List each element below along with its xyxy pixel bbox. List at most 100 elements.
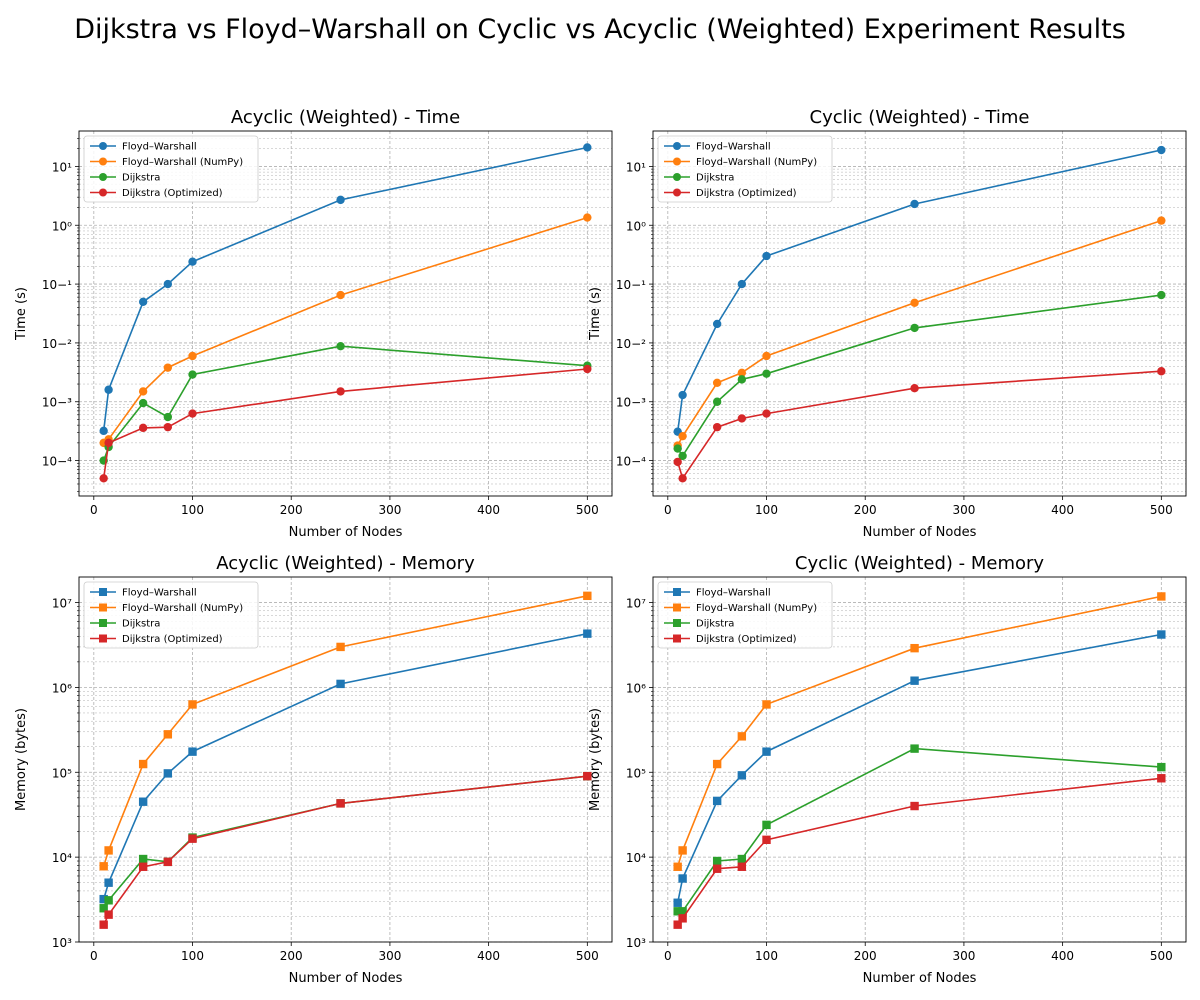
data-point-dijkstra-optimized [737,862,747,871]
legend-label-dijkstra: Dijkstra [122,619,160,630]
y-tick-label: 10⁵ [626,766,646,780]
legend-label-dijkstra-optimized: Dijkstra (Optimized) [122,634,223,645]
legend-box [657,135,833,203]
data-point-floyd-warshall-numpy [910,643,919,653]
chart-title: Acyclic (Weighted) - Memory [216,553,475,574]
x-tick-label: 100 [181,949,204,963]
data-point-floyd-warshall-numpy [583,591,592,601]
y-tick-label: 10⁶ [626,681,646,695]
x-tick-label: 400 [1051,503,1074,517]
legend-marker-floyd-warshall-numpy [99,157,107,166]
legend-marker-floyd-warshall [99,142,107,150]
data-point-dijkstra-optimized [336,387,345,396]
series-line-floyd-warshall-numpy [676,219,1162,446]
y-axis-label: Memory (bytes) [14,708,29,811]
x-tick-label: 500 [1150,503,1173,517]
legend-label-floyd-warshall: Floyd–Warshall [122,142,197,153]
series-line-dijkstra [677,747,1162,913]
minor-grid [77,138,612,492]
series-line-dijkstra-optimized [102,368,588,479]
y-tick-label: 10⁷ [626,597,646,611]
y-tick-label: 10⁵ [52,766,72,780]
y-tick-label: 10⁶ [52,681,72,695]
legend-label-floyd-warshall-numpy: Floyd–Warshall (NumPy) [696,603,817,614]
legend-box [657,581,833,649]
y-tick-label: 10⁰ [52,219,72,233]
x-tick-label: 100 [755,503,778,517]
y-tick-label: 10−⁴ [616,455,646,469]
data-point-floyd-warshall [678,390,687,400]
data-point-dijkstra-optimized [336,799,345,808]
data-point-floyd-warshall [188,747,197,756]
plot-frame [78,576,613,943]
data-point-dijkstra-optimized [1157,774,1166,783]
data-point-dijkstra [673,907,682,916]
data-point-floyd-warshall-numpy [104,846,113,855]
series-line-floyd-warshall [676,633,1162,903]
data-point-dijkstra-optimized [737,414,747,423]
data-point-dijkstra-optimized [1157,367,1166,376]
data-point-dijkstra-optimized [99,920,108,929]
data-point-dijkstra-optimized [99,474,108,483]
x-tick-label: 0 [664,949,672,963]
data-point-dijkstra-optimized [762,409,771,418]
y-tick-label: 10−² [42,337,72,351]
data-point-floyd-warshall-numpy [188,700,197,709]
legend-label-dijkstra: Dijkstra [696,173,734,184]
data-point-floyd-warshall [910,676,919,685]
data-point-dijkstra-optimized [163,422,173,432]
y-tick-label: 10−¹ [42,278,72,292]
x-tick-label: 300 [378,949,401,963]
data-point-dijkstra [737,854,747,864]
y-tick-label: 10−³ [616,396,646,410]
data-point-dijkstra-optimized [583,771,592,781]
y-axis-label: Time (s) [588,287,603,341]
y-tick-label: 10−⁴ [42,455,72,469]
data-point-dijkstra-optimized [712,864,722,873]
legend-marker-dijkstra [99,173,107,181]
data-point-floyd-warshall [762,747,771,756]
figure-title: Dijkstra vs Floyd–Warshall on Cyclic vs … [74,14,1126,45]
legend-label-floyd-warshall-numpy: Floyd–Warshall (NumPy) [696,157,817,168]
major-grid: 0 100 200 300 400 500 10−⁴ 10−³ 10−² 10−¹ 10⁰ 10¹ [616,131,1186,517]
legend-marker-dijkstra-optimized [99,634,107,643]
data-point-floyd-warshall [737,279,747,289]
data-point-floyd-warshall-numpy [762,351,771,361]
data-point-floyd-warshall-numpy [737,368,747,378]
data-point-dijkstra-optimized [138,423,148,433]
data-point-floyd-warshall-numpy [163,730,173,739]
chart-panel-2: 0 100 200 300 400 500 10−⁴ 10−³ 10−² 10−¹ 10⁰ 10¹ Cy… [588,107,1187,540]
legend: Floyd–Warshall Floyd–Warshall (NumPy) Dijk… [83,135,259,203]
x-tick-label: 400 [1051,949,1074,963]
x-tick-label: 300 [952,503,975,517]
plot-frame [78,130,613,497]
data-point-dijkstra-optimized [188,834,197,843]
data-point-dijkstra [163,412,173,422]
data-point-floyd-warshall [1157,145,1166,155]
legend-marker-floyd-warshall-numpy [673,157,681,166]
series-group [99,591,592,929]
chart-panel-3: 0 100 200 300 400 500 10³ 10⁴ 10⁵ 10⁶ 10⁷ Acyclic (… [14,553,613,986]
legend-box [83,135,259,203]
chart-title: Acyclic (Weighted) - Time [231,107,460,128]
x-tick-label: 0 [664,503,672,517]
x-tick-label: 100 [181,503,204,517]
legend-marker-dijkstra [673,173,681,181]
data-point-floyd-warshall-numpy [910,298,919,308]
data-point-floyd-warshall [737,771,747,780]
legend-marker-dijkstra-optimized [673,634,681,643]
data-point-dijkstra [712,856,722,866]
data-point-floyd-warshall [138,297,148,306]
chart-title: Cyclic (Weighted) - Memory [795,553,1044,574]
data-point-floyd-warshall-numpy [583,213,592,222]
legend-marker-dijkstra-optimized [99,188,107,197]
x-tick-label: 500 [576,949,599,963]
data-point-floyd-warshall-numpy [1157,216,1166,225]
series-group [673,145,1166,483]
data-point-dijkstra-optimized [712,422,722,432]
x-tick-label: 400 [477,503,500,517]
data-point-floyd-warshall-numpy [188,351,197,361]
legend-label-dijkstra: Dijkstra [122,173,160,184]
x-axis-label: Number of Nodes [289,525,403,540]
x-axis-label: Number of Nodes [289,971,403,986]
